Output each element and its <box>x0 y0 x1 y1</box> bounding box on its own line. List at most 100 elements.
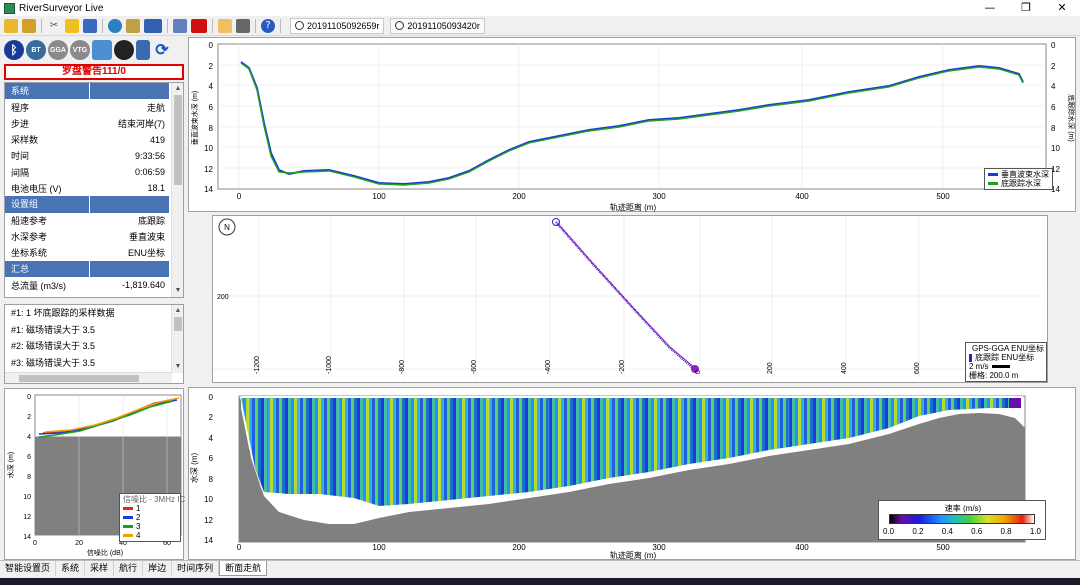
window-controls: — ❐ ✕ <box>972 0 1080 16</box>
language-flag-icon[interactable] <box>191 18 207 33</box>
property-row: 采样数 419 <box>5 132 183 148</box>
list-item[interactable]: #1: 磁场错误大于 3.5 <box>11 324 96 335</box>
scroll-up-icon[interactable]: ▲ <box>174 85 182 92</box>
property-value: 走航 <box>146 102 165 113</box>
app-icon <box>4 2 15 14</box>
snr-ytick: 10 <box>23 494 31 501</box>
pencil-icon[interactable] <box>126 18 140 33</box>
flag-icon[interactable] <box>65 18 79 33</box>
toolbar-separator <box>212 18 213 33</box>
snr-xtick: 60 <box>163 540 171 547</box>
legend-label: 底跟踪 ENU坐标 <box>975 353 1035 362</box>
track-xtick: 200 <box>767 362 774 374</box>
velocity-colorbar: 速率 (m/s) 0.0 0.2 0.4 0.6 0.8 1.0 <box>878 500 1046 540</box>
track-xtick: 400 <box>841 362 848 374</box>
list-item[interactable]: #3: 磁场错误大于 3.5 <box>11 357 96 368</box>
property-value: 419 <box>149 134 165 145</box>
group-header-system[interactable]: 系统 <box>5 83 183 100</box>
tools-icon[interactable]: ✂ <box>49 19 59 31</box>
units-dropdown-icon[interactable] <box>144 18 162 33</box>
group-header-summary[interactable]: 汇总 <box>5 261 183 278</box>
close-button[interactable]: ✕ <box>1057 1 1067 14</box>
list-item[interactable]: #2: 磁场错误大于 3.5 <box>11 341 96 351</box>
file-tab[interactable]: 20191105093420r <box>390 17 485 34</box>
legend-swatch <box>123 525 133 528</box>
gga-status-icon[interactable]: GGA <box>48 40 68 60</box>
snr-xlabel: 信噪比 (dB) <box>87 548 123 557</box>
os-taskbar <box>0 578 1080 585</box>
north-arrow-icon: N <box>224 223 230 232</box>
water-icon[interactable] <box>92 40 112 60</box>
save-icon[interactable] <box>22 18 36 33</box>
compass-warning-banner: 罗盘警告111/0 <box>4 64 184 80</box>
group-header-label: 设置组 <box>5 196 89 213</box>
bluetooth-icon[interactable]: ᛒ <box>4 40 24 60</box>
help-icon[interactable]: ? <box>261 18 275 33</box>
toolbar-separator <box>167 18 168 33</box>
snr-ytick: 0 <box>27 394 31 401</box>
property-row: 坐标系统 ENU坐标 <box>5 245 183 261</box>
property-key: 步进 <box>11 118 30 129</box>
legend-entry: 4 <box>123 531 177 540</box>
legend-entry: 3 <box>123 522 177 531</box>
message-list-scrollbar[interactable]: ▲ ▼ <box>171 305 183 373</box>
depth-ytick: 0 <box>209 41 214 50</box>
scrollbar-thumb[interactable] <box>174 317 182 331</box>
globe-icon[interactable] <box>108 18 122 33</box>
legend-title: 信噪比 - 3MHz IC <box>123 495 186 504</box>
bt-status-icon[interactable]: BT <box>26 40 46 60</box>
tab-time-series[interactable]: 时间序列 <box>172 561 220 576</box>
scroll-up-icon[interactable]: ▲ <box>174 307 182 314</box>
file-tab[interactable]: 20191105092659r <box>290 17 385 34</box>
scrollbar-thumb[interactable] <box>174 95 182 185</box>
snr-xtick: 20 <box>75 540 83 547</box>
tab-bank[interactable]: 岸边 <box>143 561 173 576</box>
scroll-down-icon[interactable]: ▼ <box>174 287 182 294</box>
track-plot: N 200 -1200 -1000 -800 -600 -400 -200 0 … <box>213 216 1049 378</box>
depth-ytick: 12 <box>204 165 213 174</box>
depth-ytick-right: 12 <box>1051 165 1060 174</box>
hand-icon[interactable] <box>218 18 232 33</box>
list-item[interactable]: #1: 1 坏底跟踪的采样数据 <box>11 308 115 318</box>
depth-legend: 垂直波束水深 底跟踪水深 <box>984 168 1053 190</box>
property-value: ENU坐标 <box>127 248 165 259</box>
track-xtick: 600 <box>914 362 921 374</box>
legend-label: 4 <box>136 531 141 540</box>
scroll-down-icon[interactable]: ▼ <box>174 363 182 370</box>
colorbar-tick: 0.6 <box>971 527 983 536</box>
message-list-hscrollbar[interactable] <box>5 372 172 383</box>
tab-sampling[interactable]: 采样 <box>85 561 115 576</box>
restore-button[interactable]: ❐ <box>1021 1 1031 14</box>
file-tab-label: 20191105093420r <box>407 20 480 31</box>
refresh-icon[interactable]: ⟳ <box>155 42 169 59</box>
message-list: #1: 1 坏底跟踪的采样数据 #1: 磁场错误大于 3.5 #2: 磁场错误大… <box>4 304 184 384</box>
property-key: 坐标系统 <box>11 248 48 259</box>
scale-speed: 2 m/s <box>969 362 989 371</box>
property-key: 水深参考 <box>11 232 48 243</box>
legend-entry: 底跟踪 ENU坐标 <box>969 353 1043 362</box>
scrollbar-thumb[interactable] <box>19 375 139 382</box>
film-reel-icon[interactable] <box>114 40 134 60</box>
tab-smart-setup[interactable]: 智能设置页 <box>0 561 57 576</box>
grid-icon[interactable] <box>83 18 97 33</box>
group-header-settings[interactable]: 设置组 <box>5 196 183 213</box>
track-xtick: -600 <box>471 360 478 374</box>
legend-entry: 栅格: 200.0 m <box>969 371 1043 380</box>
camera-icon[interactable] <box>236 18 250 33</box>
tab-transect[interactable]: 断面走航 <box>219 561 268 576</box>
legend-swatch <box>988 173 998 176</box>
edit-icon[interactable] <box>173 18 187 33</box>
minimize-button[interactable]: — <box>984 1 996 14</box>
tab-navigation[interactable]: 航行 <box>114 561 144 576</box>
property-grid-scrollbar[interactable]: ▲ ▼ <box>171 83 183 297</box>
depth-xtick: 0 <box>237 192 242 201</box>
track-xtick: -400 <box>545 360 552 374</box>
track-legend: GPS-GGA ENU坐标 底跟踪 ENU坐标 2 m/s 栅格: 200.0 … <box>965 342 1047 382</box>
depth-xtick: 100 <box>372 192 386 201</box>
battery-icon[interactable] <box>136 40 150 60</box>
open-folder-icon[interactable] <box>4 18 18 33</box>
tab-system[interactable]: 系统 <box>56 561 86 576</box>
vtg-status-icon[interactable]: VTG <box>70 40 90 60</box>
track-xtick: -1200 <box>254 356 261 374</box>
depth-profile-chart: 0 2 4 6 8 10 12 14 0 2 4 6 8 10 12 14 0 … <box>188 37 1076 212</box>
